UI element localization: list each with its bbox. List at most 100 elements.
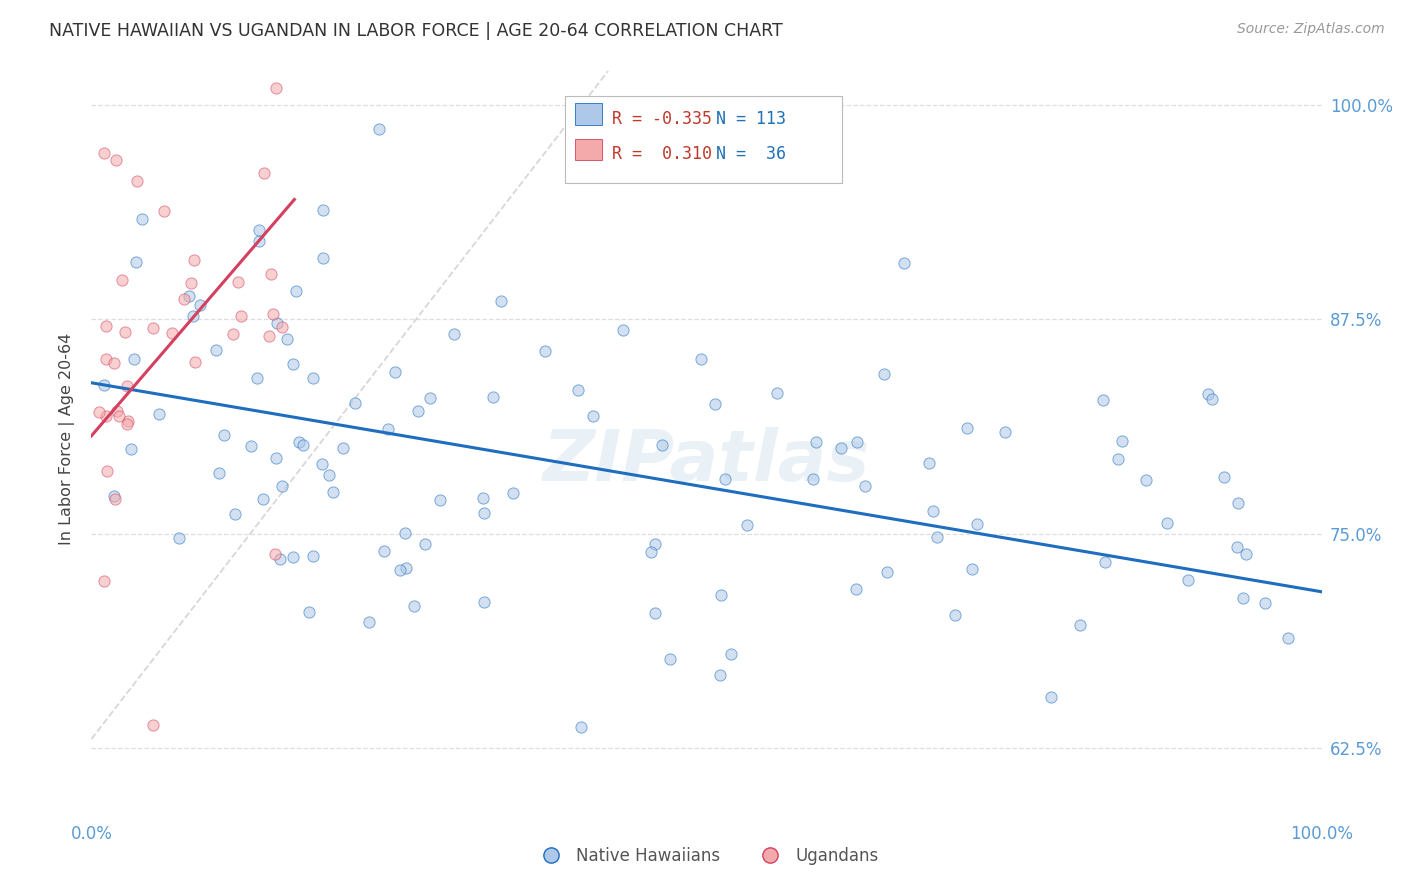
- Point: [893, 256, 915, 270]
- Point: [582, 409, 605, 424]
- Point: [108, 409, 131, 423]
- Point: [343, 396, 366, 410]
- Text: R =  0.310: R = 0.310: [612, 145, 711, 163]
- Point: [735, 518, 758, 533]
- Point: [1254, 596, 1277, 610]
- Point: [419, 391, 441, 405]
- FancyBboxPatch shape: [575, 103, 602, 125]
- Point: [567, 384, 589, 398]
- Point: [224, 507, 246, 521]
- Point: [271, 319, 294, 334]
- Point: [1107, 452, 1129, 467]
- Point: [229, 310, 252, 324]
- Point: [96, 409, 118, 423]
- Point: [357, 615, 380, 630]
- Point: [703, 397, 725, 411]
- Point: [873, 367, 896, 381]
- Point: [266, 451, 288, 466]
- Point: [124, 254, 146, 268]
- Point: [472, 595, 495, 609]
- Point: [103, 489, 125, 503]
- Point: [804, 434, 827, 449]
- Point: [105, 404, 128, 418]
- Point: [644, 536, 666, 550]
- Point: [271, 478, 294, 492]
- Point: [131, 212, 153, 227]
- FancyBboxPatch shape: [575, 139, 602, 161]
- Point: [103, 356, 125, 370]
- Point: [162, 326, 184, 340]
- Point: [689, 352, 711, 367]
- Point: [152, 204, 174, 219]
- Point: [927, 530, 949, 544]
- Point: [148, 407, 170, 421]
- Point: [402, 599, 425, 613]
- Point: [332, 441, 354, 455]
- Point: [246, 371, 269, 385]
- Point: [1111, 434, 1133, 449]
- Point: [1227, 496, 1250, 510]
- Y-axis label: In Labor Force | Age 20-64: In Labor Force | Age 20-64: [59, 334, 76, 545]
- Point: [569, 720, 592, 734]
- Point: [117, 414, 139, 428]
- Point: [284, 285, 307, 299]
- Point: [93, 377, 115, 392]
- Point: [429, 492, 451, 507]
- Point: [105, 153, 127, 167]
- Point: [212, 427, 235, 442]
- Point: [264, 547, 287, 561]
- Point: [114, 326, 136, 340]
- Point: [312, 252, 335, 266]
- Point: [262, 307, 284, 321]
- FancyBboxPatch shape: [565, 96, 842, 183]
- Point: [322, 485, 344, 500]
- Point: [534, 343, 557, 358]
- Point: [311, 457, 333, 471]
- Point: [281, 549, 304, 564]
- Point: [1094, 555, 1116, 569]
- Point: [111, 273, 134, 287]
- Point: [1040, 690, 1063, 705]
- Point: [367, 122, 389, 136]
- Point: [956, 421, 979, 435]
- Point: [96, 319, 118, 334]
- Point: [179, 289, 201, 303]
- Text: ZIPatlas: ZIPatlas: [543, 427, 870, 497]
- Point: [167, 532, 190, 546]
- Point: [406, 404, 429, 418]
- Point: [127, 174, 149, 188]
- Point: [918, 456, 941, 470]
- Point: [389, 563, 412, 577]
- Point: [259, 329, 281, 343]
- Point: [87, 405, 110, 419]
- Point: [994, 425, 1017, 439]
- Point: [1234, 547, 1257, 561]
- Point: [188, 298, 211, 312]
- Point: [93, 146, 115, 161]
- Point: [1156, 516, 1178, 530]
- Point: [651, 438, 673, 452]
- Point: [1091, 392, 1114, 407]
- Point: [413, 537, 436, 551]
- Point: [801, 472, 824, 486]
- Point: [640, 545, 662, 559]
- Point: [142, 718, 165, 732]
- Point: [173, 292, 195, 306]
- Point: [853, 478, 876, 492]
- Text: N = 113: N = 113: [716, 110, 786, 128]
- Point: [1226, 541, 1249, 555]
- Point: [846, 434, 869, 449]
- Point: [966, 516, 988, 531]
- Text: Source: ZipAtlas.com: Source: ZipAtlas.com: [1237, 22, 1385, 37]
- Point: [252, 491, 274, 506]
- Point: [845, 582, 868, 596]
- Point: [298, 605, 321, 619]
- Point: [1201, 392, 1223, 406]
- Point: [301, 371, 323, 385]
- Point: [292, 438, 315, 452]
- Point: [1135, 473, 1157, 487]
- Point: [240, 439, 263, 453]
- Point: [141, 321, 163, 335]
- Point: [489, 294, 512, 309]
- Point: [943, 608, 966, 623]
